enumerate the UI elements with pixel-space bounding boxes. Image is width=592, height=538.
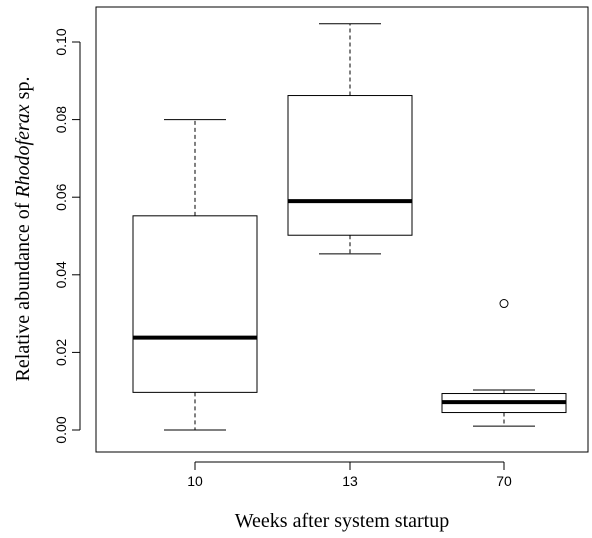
y-tick-label: 0.10: [53, 28, 69, 55]
y-axis-title-taxon: Rhodoferax: [12, 104, 34, 198]
x-tick-label: 10: [187, 473, 203, 489]
box-group: [287, 23, 413, 255]
y-axis-title-prefix: Relative abundance of: [12, 198, 34, 382]
x-tick-label: 13: [342, 473, 358, 489]
plot-frame: [95, 6, 589, 453]
y-tick-label: 0.04: [53, 261, 69, 288]
outlier-point: [499, 299, 509, 309]
y-axis-title-suffix: sp.: [12, 77, 34, 105]
box-iqr: [132, 215, 258, 393]
y-tick-label: 0.06: [53, 183, 69, 210]
y-tick-label: 0.00: [53, 416, 69, 443]
box-series: [132, 23, 567, 431]
y-tick-label: 0.02: [53, 339, 69, 366]
y-axis: 0.00 0.02 0.04 0.06 0.08 0.10: [53, 28, 81, 444]
y-tick-label: 0.08: [53, 106, 69, 133]
y-axis-title: Relative abundance of Rhodoferax sp.: [12, 77, 34, 382]
x-tick-label: 70: [496, 473, 512, 489]
box-iqr: [287, 95, 413, 236]
x-axis: 10 13 70: [187, 461, 512, 489]
box-group: [441, 299, 567, 427]
x-axis-title: Weeks after system startup: [235, 510, 449, 532]
box-group: [132, 119, 258, 431]
